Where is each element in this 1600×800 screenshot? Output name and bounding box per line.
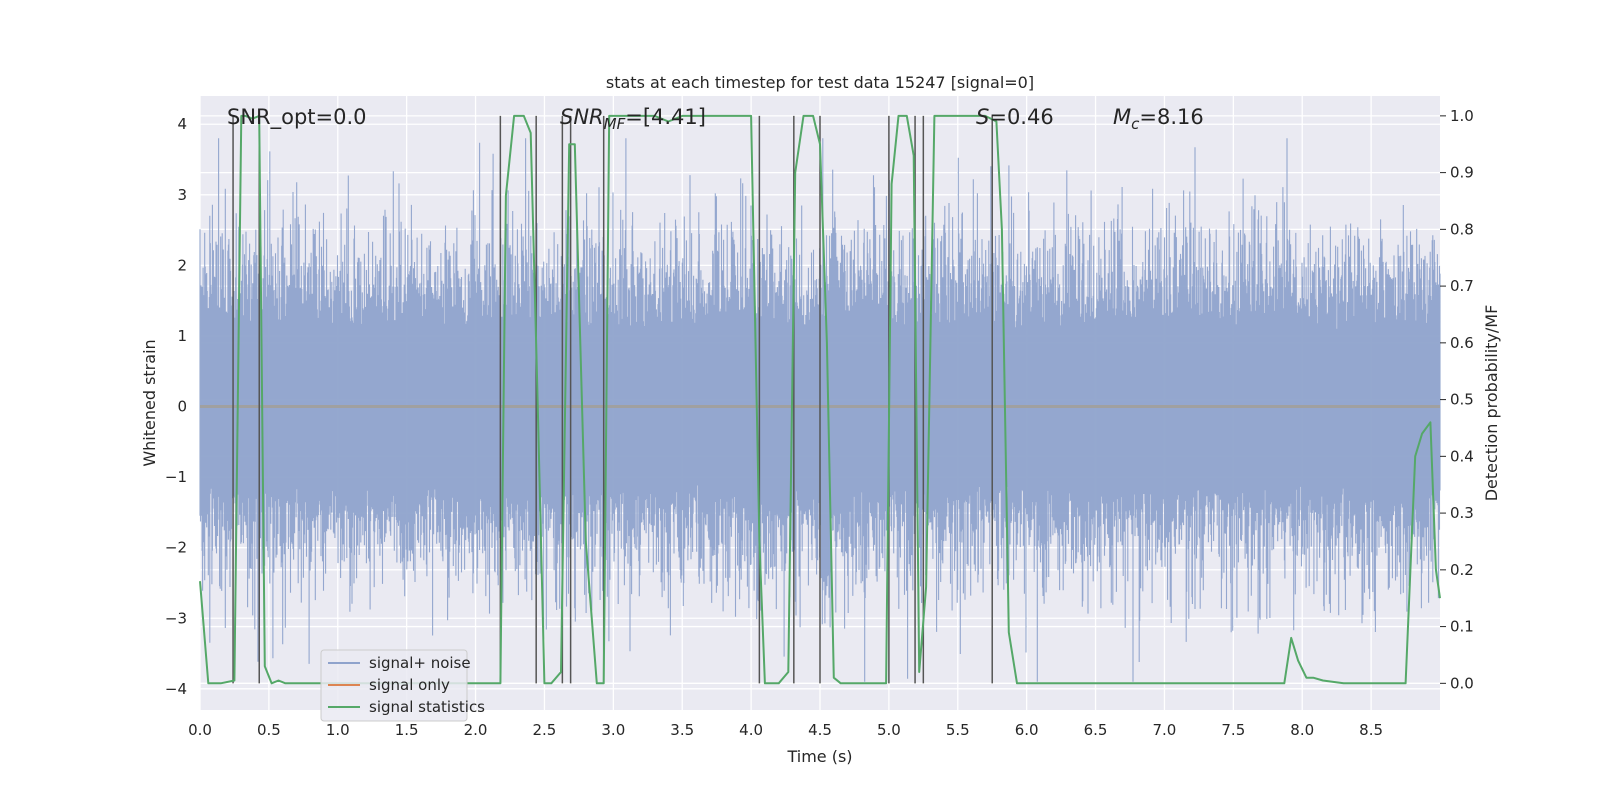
x-axis-label: Time (s) bbox=[786, 747, 852, 766]
legend-label-stats: signal statistics bbox=[369, 698, 485, 716]
x-tick-label: 6.5 bbox=[1084, 721, 1108, 739]
y2-axis-label: Detection probability/MF bbox=[1482, 305, 1501, 502]
plot-area bbox=[199, 96, 1441, 710]
s-annotation: S=0.46 bbox=[976, 105, 1054, 129]
s-symbol: S bbox=[976, 105, 989, 129]
y2-tick-label: 0.3 bbox=[1450, 504, 1474, 522]
snr-mf-sub: MF bbox=[604, 115, 626, 133]
y-tick-label: 1 bbox=[177, 327, 187, 345]
y2-tick-label: 0.8 bbox=[1450, 220, 1474, 238]
snr-mf-annotation: SNRMF=[4.41] bbox=[560, 105, 706, 133]
mc-value: =8.16 bbox=[1139, 105, 1203, 129]
y-tick-label: −2 bbox=[165, 539, 187, 557]
mc-sub: c bbox=[1131, 115, 1140, 133]
legend-box bbox=[320, 649, 468, 722]
y2-tick-labels: 1.0 0.9 0.8 0.7 0.6 0.5 0.4 0.3 0.2 0.1 0.0 bbox=[1440, 107, 1474, 692]
x-tick-label: 0.5 bbox=[257, 721, 281, 739]
legend: signal+ noise signal only signal statist… bbox=[320, 649, 485, 722]
x-tick-label: 1.5 bbox=[395, 721, 419, 739]
y2-tick-label: 0.4 bbox=[1450, 447, 1474, 465]
legend-label-noise: signal+ noise bbox=[369, 654, 471, 672]
x-tick-label: 5.0 bbox=[877, 721, 901, 739]
x-tick-label: 3.0 bbox=[601, 721, 625, 739]
y-tick-label: −3 bbox=[165, 609, 187, 627]
y2-tick-label: 0.1 bbox=[1450, 618, 1474, 636]
y-tick-label: −1 bbox=[165, 468, 187, 486]
y2-tick-label: 0.7 bbox=[1450, 277, 1474, 295]
mc-annotation: Mc=8.16 bbox=[1113, 105, 1204, 133]
y2-tick-label: 0.2 bbox=[1450, 561, 1474, 579]
x-tick-label: 2.5 bbox=[533, 721, 557, 739]
y-tick-label: 2 bbox=[177, 256, 187, 274]
y-tick-label: 0 bbox=[177, 398, 187, 416]
y-tick-label: −4 bbox=[165, 680, 187, 698]
x-tick-label: 7.0 bbox=[1153, 721, 1177, 739]
y-tick-label: 4 bbox=[177, 115, 187, 133]
y-tick-label: 3 bbox=[177, 186, 187, 204]
y-tick-labels: 4 3 2 1 0 −1 −2 −3 −4 bbox=[165, 115, 187, 698]
y2-tick-label: 0.9 bbox=[1450, 164, 1474, 182]
y2-tick-label: 0.5 bbox=[1450, 391, 1474, 409]
annotations: SNR_opt=0.0 SNRMF=[4.41] S=0.46 Mc=8.16 bbox=[227, 105, 1204, 133]
x-tick-label: 7.5 bbox=[1221, 721, 1245, 739]
legend-label-signal: signal only bbox=[369, 676, 450, 694]
x-tick-label: 2.0 bbox=[464, 721, 488, 739]
x-tick-label: 8.0 bbox=[1290, 721, 1314, 739]
x-tick-label: 3.5 bbox=[670, 721, 694, 739]
chart-title: stats at each timestep for test data 152… bbox=[606, 73, 1034, 92]
x-tick-label: 4.0 bbox=[739, 721, 763, 739]
mc-base: M bbox=[1113, 105, 1131, 129]
x-tick-label: 8.5 bbox=[1359, 721, 1383, 739]
y-axis-label: Whitened strain bbox=[140, 339, 159, 466]
s-value: =0.46 bbox=[989, 105, 1053, 129]
x-tick-label: 4.5 bbox=[808, 721, 832, 739]
x-tick-labels: 0.0 0.5 1.0 1.5 2.0 2.5 3.0 3.5 4.0 4.5 5.0 5.5 6.0 6… bbox=[188, 721, 1383, 739]
snr-mf-value: =[4.41] bbox=[625, 105, 706, 129]
y2-tick-label: 0.6 bbox=[1450, 334, 1474, 352]
snr-mf-base: SNR bbox=[560, 105, 604, 129]
x-tick-label: 1.0 bbox=[326, 721, 350, 739]
snr-opt-annotation: SNR_opt=0.0 bbox=[227, 105, 367, 130]
y2-tick-label: 0.0 bbox=[1450, 674, 1474, 692]
y2-tick-label: 1.0 bbox=[1450, 107, 1474, 125]
x-tick-label: 5.5 bbox=[946, 721, 970, 739]
x-tick-label: 0.0 bbox=[188, 721, 212, 739]
x-tick-label: 6.0 bbox=[1015, 721, 1039, 739]
